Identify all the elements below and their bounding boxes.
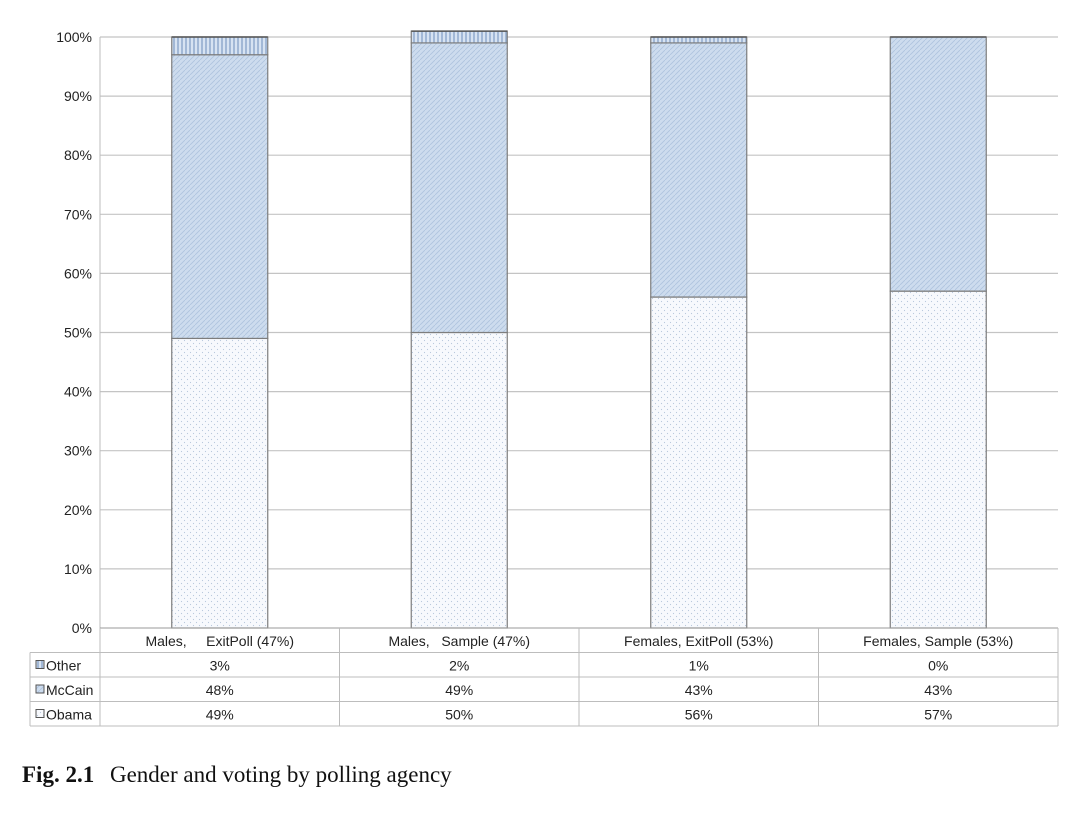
x-category-label: Males, Sample (47%) (388, 633, 530, 649)
legend-label-mccain: McCain (46, 682, 93, 698)
bar-segment-obama (410, 331, 508, 629)
bars (171, 30, 987, 629)
data-label: 48% (206, 682, 234, 698)
y-tick-label: 30% (64, 443, 92, 459)
data-label: 57% (924, 707, 952, 723)
bar-segment-obama (171, 337, 269, 629)
y-tick-label: 80% (64, 147, 92, 163)
y-tick-label: 10% (64, 561, 92, 577)
y-tick-label: 50% (64, 325, 92, 341)
data-label: 3% (210, 658, 230, 674)
y-tick-label: 20% (64, 502, 92, 518)
stacked-bar-chart: 0% 10% 20% 30% 40% 50% 60% 70% 80% 90% 100% Males,… (29, 29, 1059, 727)
data-label: 0% (928, 658, 948, 674)
x-category-label: Females, Sample (53%) (863, 633, 1013, 649)
bar-segment-other (650, 36, 748, 44)
bar-segment-mccain (650, 42, 748, 298)
data-label: 56% (685, 707, 713, 723)
legend-swatch-obama (35, 709, 45, 718)
x-category-label: Males, ExitPoll (47%) (145, 633, 294, 649)
y-axis-ticks: 0% 10% 20% 30% 40% 50% 60% 70% 80% 90% 100% (56, 29, 92, 636)
y-tick-label: 60% (64, 265, 92, 281)
caption-number: Fig. 2.1 (22, 762, 95, 787)
legend-swatch-mccain (35, 684, 45, 694)
data-label: 50% (445, 707, 473, 723)
data-label: 49% (445, 682, 473, 698)
x-category-label: Females, ExitPoll (53%) (624, 633, 773, 649)
bar-segment-other (171, 36, 269, 56)
data-table: Males, ExitPoll (47%) Males, Sample (47%)… (29, 627, 1059, 727)
figure-caption: Fig. 2.1 Gender and voting by polling ag… (22, 762, 452, 788)
bar-segment-obama (650, 296, 748, 629)
y-tick-label: 70% (64, 206, 92, 222)
data-label: 43% (685, 682, 713, 698)
bar-segment-mccain (889, 36, 987, 292)
bar-segment-other (410, 30, 508, 44)
y-tick-label: 40% (64, 384, 92, 400)
legend-swatch-other (35, 660, 45, 669)
data-label: 2% (449, 658, 469, 674)
data-label: 43% (924, 682, 952, 698)
data-label: 1% (689, 658, 709, 674)
y-tick-label: 90% (64, 88, 92, 104)
bar-segment-mccain (171, 54, 269, 340)
bar-segment-obama (889, 290, 987, 629)
bar-segment-mccain (410, 42, 508, 334)
caption-text: Gender and voting by polling agency (109, 762, 452, 787)
y-tick-label: 0% (72, 620, 92, 636)
y-tick-label: 100% (56, 29, 92, 45)
legend-label-obama: Obama (46, 707, 92, 723)
data-label: 49% (206, 707, 234, 723)
legend-label-other: Other (46, 658, 81, 674)
